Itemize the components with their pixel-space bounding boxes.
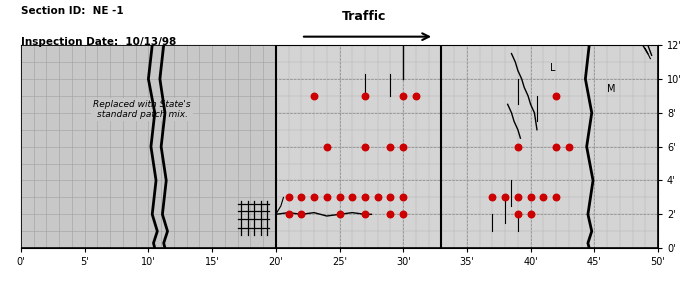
- Point: [398, 212, 409, 217]
- Text: Inspection Date:  10/13/98: Inspection Date: 10/13/98: [21, 37, 176, 47]
- Point: [372, 195, 384, 200]
- Point: [550, 144, 561, 149]
- Point: [385, 212, 396, 217]
- Point: [295, 195, 307, 200]
- Text: Replaced with State's
standard patch mix.: Replaced with State's standard patch mix…: [93, 100, 191, 119]
- Point: [398, 94, 409, 98]
- Point: [398, 144, 409, 149]
- Point: [346, 195, 358, 200]
- Point: [550, 94, 561, 98]
- Point: [512, 212, 524, 217]
- Point: [359, 144, 370, 149]
- Point: [359, 94, 370, 98]
- Point: [283, 195, 294, 200]
- Text: L: L: [550, 63, 555, 72]
- Point: [385, 195, 396, 200]
- Point: [512, 195, 524, 200]
- Point: [334, 195, 345, 200]
- Text: M: M: [607, 85, 615, 94]
- Point: [410, 94, 421, 98]
- Text: Traffic: Traffic: [342, 10, 386, 23]
- Point: [538, 195, 549, 200]
- Point: [525, 212, 536, 217]
- Point: [309, 94, 320, 98]
- Point: [486, 195, 498, 200]
- Point: [321, 195, 332, 200]
- Point: [321, 144, 332, 149]
- Point: [500, 195, 511, 200]
- Bar: [21, 45, 276, 248]
- Point: [359, 212, 370, 217]
- Point: [359, 195, 370, 200]
- Point: [398, 195, 409, 200]
- Point: [512, 144, 524, 149]
- Text: Section ID:  NE -1: Section ID: NE -1: [21, 6, 124, 16]
- Point: [334, 212, 345, 217]
- Point: [295, 212, 307, 217]
- Point: [385, 144, 396, 149]
- Point: [283, 212, 294, 217]
- Point: [564, 144, 575, 149]
- Point: [525, 195, 536, 200]
- Point: [550, 195, 561, 200]
- Point: [309, 195, 320, 200]
